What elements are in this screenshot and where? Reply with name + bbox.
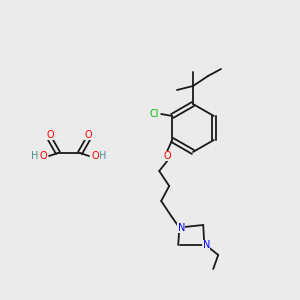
Text: O: O — [164, 151, 171, 161]
Text: N: N — [178, 223, 185, 233]
Text: O: O — [46, 130, 54, 140]
Text: N: N — [202, 240, 210, 250]
Text: Cl: Cl — [149, 109, 159, 119]
Text: H: H — [99, 151, 107, 161]
Text: H: H — [31, 151, 39, 161]
Text: O: O — [39, 151, 47, 161]
Text: O: O — [84, 130, 92, 140]
Text: O: O — [91, 151, 99, 161]
